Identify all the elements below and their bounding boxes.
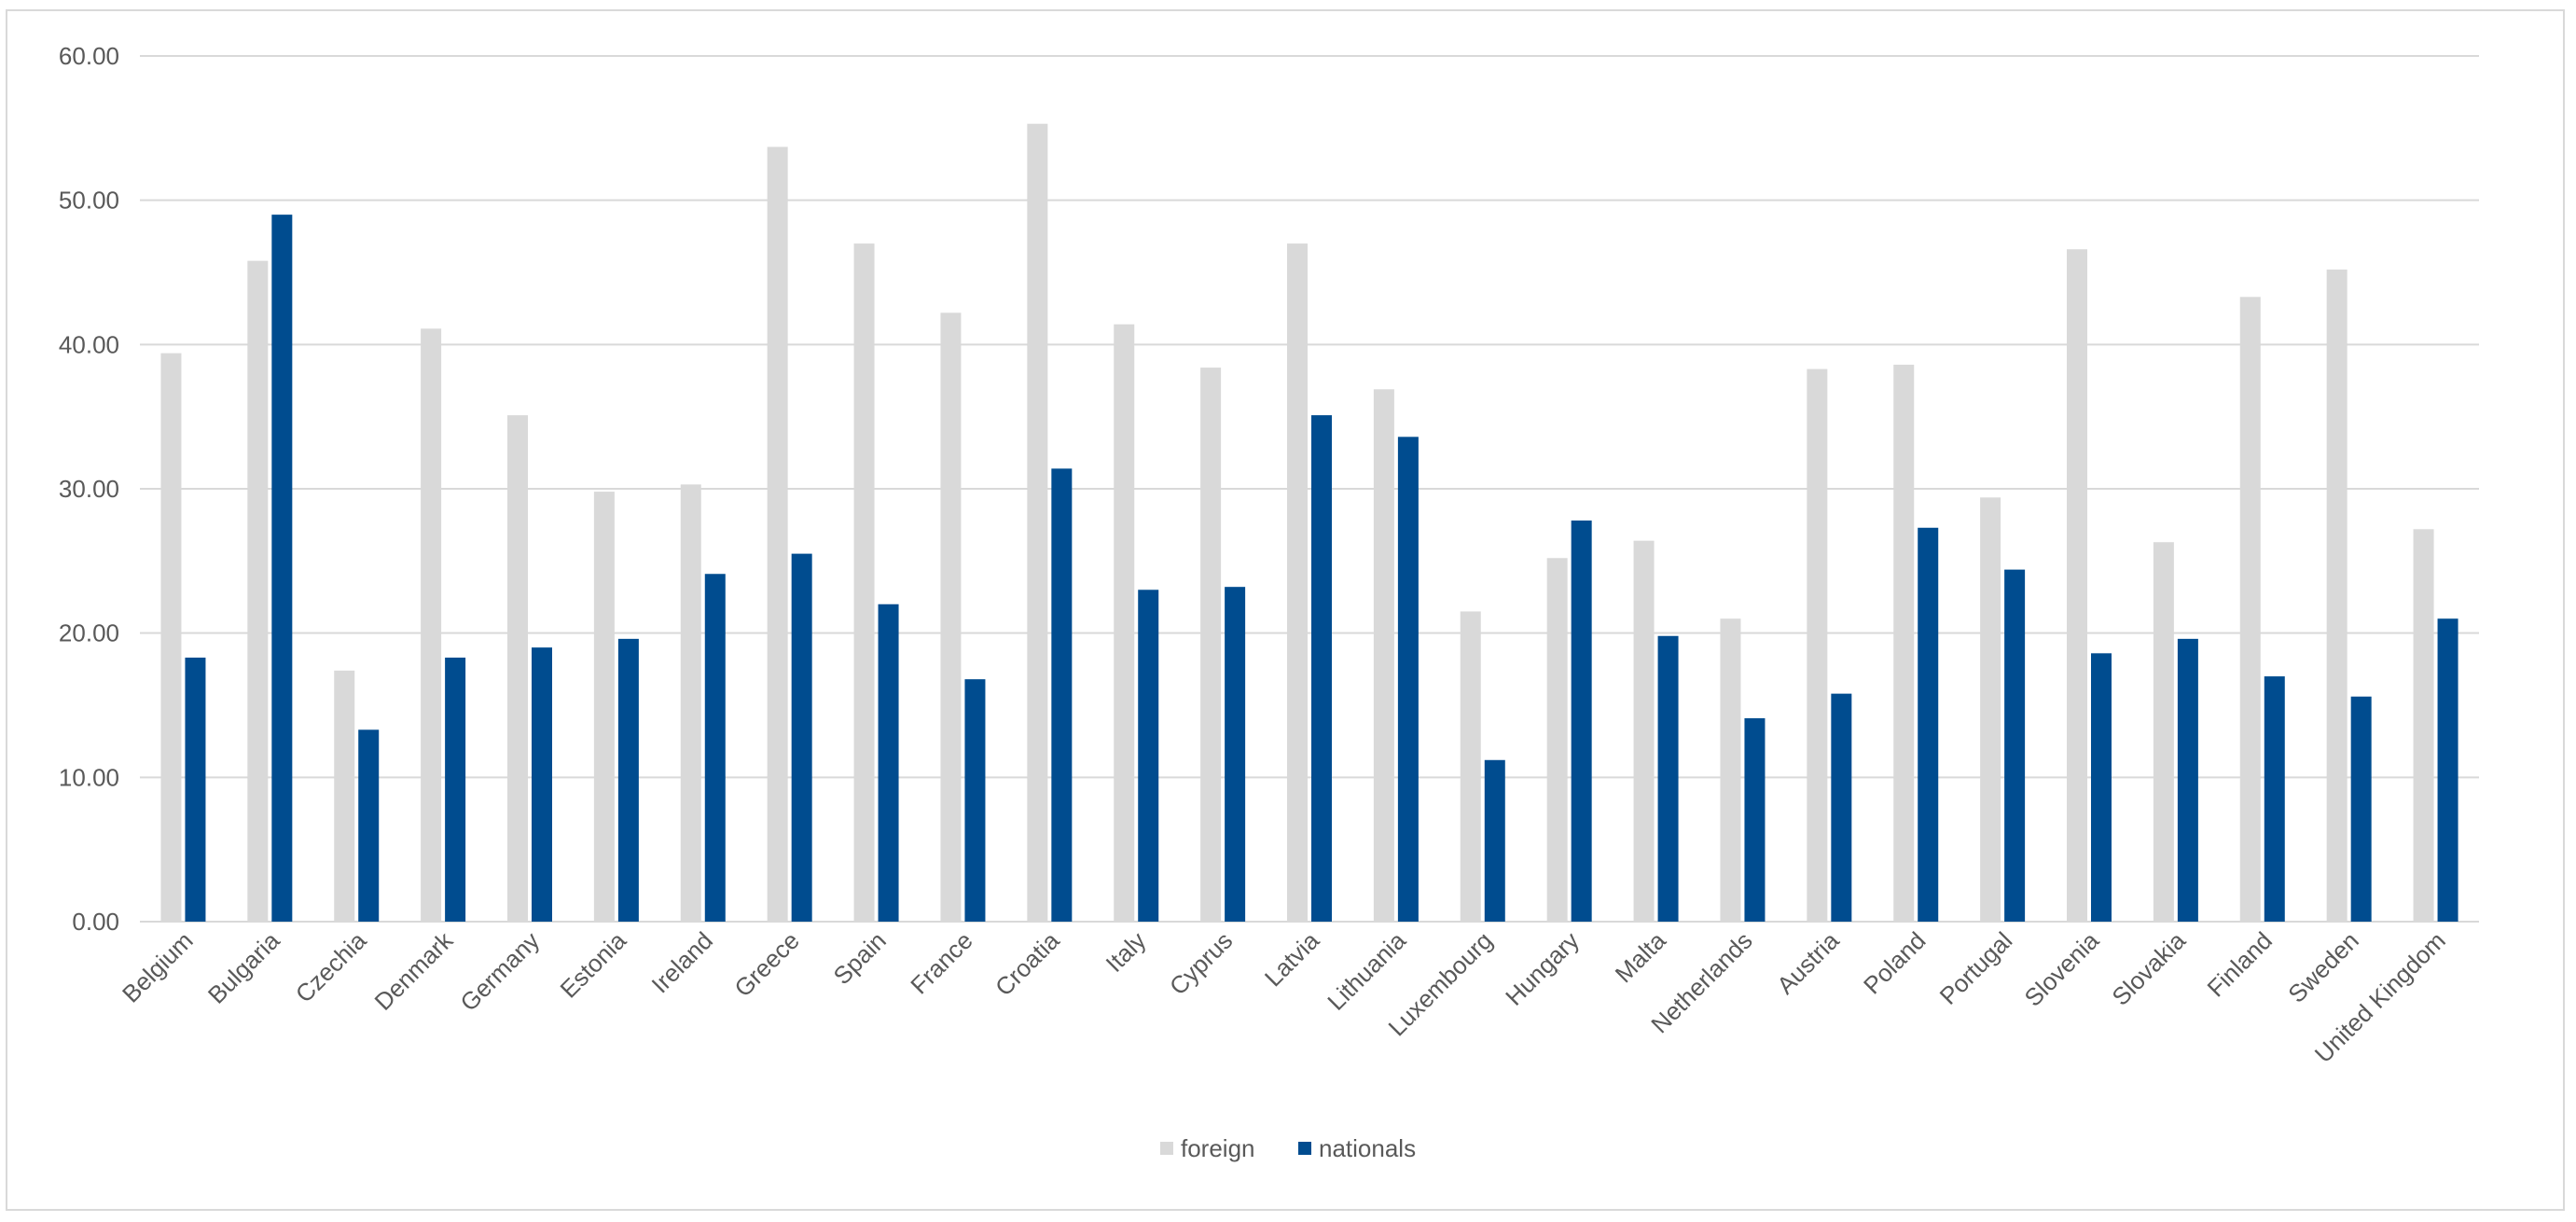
y-tick-label: 20.00 xyxy=(59,619,119,647)
bar-foreign-luxembourg xyxy=(1460,611,1481,922)
bar-foreign-slovenia xyxy=(2067,249,2087,923)
bar-nationals-croatia xyxy=(1051,468,1073,922)
x-category-label: Spain xyxy=(828,926,892,990)
bar-foreign-sweden xyxy=(2326,269,2347,922)
y-tick-label: 0.00 xyxy=(72,908,119,936)
bar-foreign-germany xyxy=(507,415,528,922)
x-category-label: Portugal xyxy=(1934,926,2018,1010)
x-category-label: Lithuania xyxy=(1322,926,1411,1016)
x-category-label: Estonia xyxy=(555,926,632,1004)
bar-foreign-poland xyxy=(1893,364,1915,922)
x-category-label: Hungary xyxy=(1500,926,1585,1011)
y-tick-label: 50.00 xyxy=(59,187,119,215)
bar-foreign-cyprus xyxy=(1200,368,1222,923)
bar-foreign-hungary xyxy=(1546,558,1568,922)
x-category-label: France xyxy=(905,926,977,999)
bar-foreign-finland xyxy=(2239,297,2261,922)
bar-foreign-denmark xyxy=(421,328,442,922)
legend: foreign nationals xyxy=(1160,1134,1416,1162)
bar-nationals-czechia xyxy=(358,729,380,922)
legend-label-foreign: foreign xyxy=(1181,1134,1255,1162)
bar-foreign-united-kingdom xyxy=(2413,529,2434,922)
x-category-label: Austria xyxy=(1771,926,1845,1000)
x-category-label: Finland xyxy=(2202,926,2278,1003)
bar-foreign-estonia xyxy=(593,492,615,922)
bar-foreign-belgium xyxy=(160,353,182,922)
x-category-label: Sweden xyxy=(2282,926,2364,1008)
bar-nationals-denmark xyxy=(445,657,466,922)
bar-nationals-sweden xyxy=(2350,696,2372,922)
bar-nationals-germany xyxy=(532,647,552,922)
bar-nationals-bulgaria xyxy=(271,215,293,923)
x-category-label: Czechia xyxy=(290,926,372,1008)
gridlines xyxy=(140,55,2479,923)
bar-foreign-ireland xyxy=(680,484,701,922)
y-tick-label: 10.00 xyxy=(59,763,119,791)
bar-nationals-malta xyxy=(1657,635,1679,922)
bar-nationals-slovakia xyxy=(2177,638,2198,922)
bar-foreign-italy xyxy=(1114,324,1135,922)
bar-foreign-greece xyxy=(767,146,788,922)
bar-nationals-belgium xyxy=(185,657,206,922)
chart-frame: 0.00 10.00 20.00 30.00 40.00 50.00 60.00 Belgi… xyxy=(6,9,2565,1211)
bar-nationals-hungary xyxy=(1571,521,1592,922)
x-category-label: Latvia xyxy=(1259,926,1325,993)
legend-swatch-nationals xyxy=(1298,1142,1311,1155)
bar-foreign-malta xyxy=(1633,540,1655,922)
bar-foreign-portugal xyxy=(1980,497,2001,922)
x-category-label: Malta xyxy=(1610,926,1672,989)
bar-nationals-latvia xyxy=(1311,415,1332,922)
bar-chart: 0.00 10.00 20.00 30.00 40.00 50.00 60.00 Belgi… xyxy=(59,42,2479,1162)
x-category-label: Germany xyxy=(454,926,545,1017)
x-category-label: Cyprus xyxy=(1164,926,1238,1000)
bar-nationals-united-kingdom xyxy=(2437,618,2458,922)
bar-foreign-austria xyxy=(1807,368,1828,922)
bar-foreign-spain xyxy=(853,243,875,922)
x-category-label: Belgium xyxy=(117,926,199,1008)
bar-nationals-slovenia xyxy=(2091,653,2112,922)
bar-foreign-czechia xyxy=(334,670,355,922)
bar-foreign-latvia xyxy=(1287,243,1308,922)
x-category-label: Italy xyxy=(1101,926,1152,978)
x-category-label: Denmark xyxy=(369,925,460,1016)
x-category-label: Ireland xyxy=(646,926,718,998)
bar-foreign-croatia xyxy=(1027,123,1048,922)
legend-label-nationals: nationals xyxy=(1319,1134,1416,1162)
bar-nationals-portugal xyxy=(2004,569,2026,922)
legend-swatch-foreign xyxy=(1160,1142,1173,1155)
x-category-label: Greece xyxy=(728,926,805,1003)
bar-nationals-austria xyxy=(1831,693,1852,922)
bar-nationals-luxembourg xyxy=(1484,759,1505,922)
bar-nationals-lithuania xyxy=(1397,437,1419,922)
x-category-label: Slovenia xyxy=(2019,926,2105,1012)
bar-nationals-spain xyxy=(878,604,899,922)
bar-nationals-italy xyxy=(1138,590,1159,922)
bar-foreign-slovakia xyxy=(2153,542,2174,922)
x-category-label: Croatia xyxy=(990,926,1065,1002)
bar-nationals-netherlands xyxy=(1744,717,1766,922)
x-category-label: Slovakia xyxy=(2106,926,2191,1011)
bar-foreign-france xyxy=(940,312,962,923)
bar-nationals-cyprus xyxy=(1225,587,1246,922)
x-category-label: Poland xyxy=(1858,926,1931,999)
bar-foreign-lithuania xyxy=(1373,389,1394,922)
bar-nationals-france xyxy=(964,679,986,922)
bar-nationals-finland xyxy=(2264,676,2285,922)
bars xyxy=(160,123,2458,923)
bar-nationals-ireland xyxy=(704,574,726,922)
y-tick-label: 40.00 xyxy=(59,330,119,358)
bar-nationals-estonia xyxy=(617,638,639,922)
bar-nationals-greece xyxy=(791,553,812,922)
bar-nationals-poland xyxy=(1918,527,1939,922)
bar-foreign-netherlands xyxy=(1720,618,1741,922)
bar-foreign-bulgaria xyxy=(247,260,269,922)
y-tick-label: 30.00 xyxy=(59,475,119,503)
y-axis-ticks: 0.00 10.00 20.00 30.00 40.00 50.00 60.00 xyxy=(59,42,119,936)
x-category-label: Bulgaria xyxy=(202,926,285,1009)
y-tick-label: 60.00 xyxy=(59,42,119,70)
